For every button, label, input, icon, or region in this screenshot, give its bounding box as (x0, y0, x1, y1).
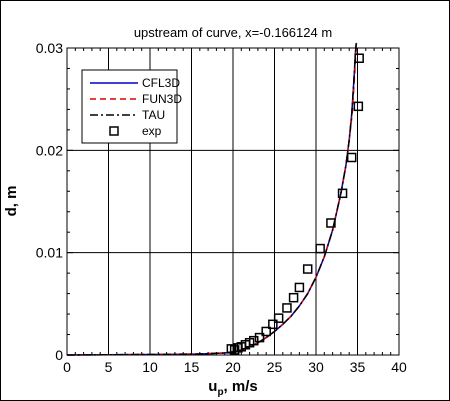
exp-data-point (268, 319, 278, 330)
y-tick-label: 0.01 (36, 245, 63, 261)
y-tick-label: 0 (55, 347, 63, 363)
y-axis-label: d, m (3, 186, 20, 217)
exp-data-point (346, 152, 357, 163)
legend-item-fun3d: FUN3D (90, 92, 182, 106)
x-tick-label: 25 (267, 359, 283, 375)
exp-data-point (288, 292, 299, 303)
legend-item-cfl3d: CFL3D (90, 76, 180, 90)
chart-title: upstream of curve, x=-0.166124 m (134, 25, 332, 40)
x-tick-label: 0 (63, 359, 71, 375)
x-tick-label: 10 (142, 359, 158, 375)
x-tick-label: 20 (225, 359, 241, 375)
exp-data-point (282, 303, 292, 313)
exp-data-point (294, 282, 305, 293)
legend: CFL3D FUN3D TAU exp (81, 69, 182, 144)
legend-label-fun3d: FUN3D (142, 92, 182, 106)
legend-label-tau: TAU (142, 108, 165, 122)
y-tick-label: 0.02 (36, 142, 63, 158)
legend-label-exp: exp (142, 124, 162, 138)
ticks: 0 5 10 15 20 25 30 35 40 0 0.01 0.02 0.03 (36, 40, 407, 375)
y-tick-label: 0.03 (36, 40, 63, 56)
x-tick-label: 15 (184, 359, 200, 375)
legend-item-exp: exp (109, 124, 162, 138)
exp-data-point (315, 243, 325, 254)
exp-data-point (353, 101, 364, 112)
x-axis-label-subscript: p (217, 387, 223, 398)
x-tick-label: 35 (350, 359, 366, 375)
x-axis-label-main: u (208, 378, 217, 395)
exp-data-point (273, 313, 284, 323)
x-tick-label: 40 (391, 359, 407, 375)
exp-data-point (261, 326, 271, 337)
series-exp (226, 53, 364, 355)
exp-data-point (302, 264, 313, 274)
legend-items: CFL3D FUN3D TAU exp (90, 76, 182, 138)
x-axis-label: up, m/s (208, 378, 257, 398)
x-axis-label-units: , m/s (224, 378, 258, 395)
legend-swatch-exp (109, 126, 119, 136)
legend-label-cfl3d: CFL3D (142, 76, 180, 90)
exp-data-point (326, 218, 336, 228)
x-tick-label: 5 (105, 359, 113, 375)
exp-data-point (249, 335, 259, 346)
exp-data-point (254, 332, 265, 343)
legend-item-tau: TAU (90, 108, 165, 122)
exp-data-point (337, 188, 348, 199)
x-tick-label: 30 (308, 359, 324, 375)
exp-data-point (354, 53, 364, 63)
legend-box (81, 69, 178, 144)
